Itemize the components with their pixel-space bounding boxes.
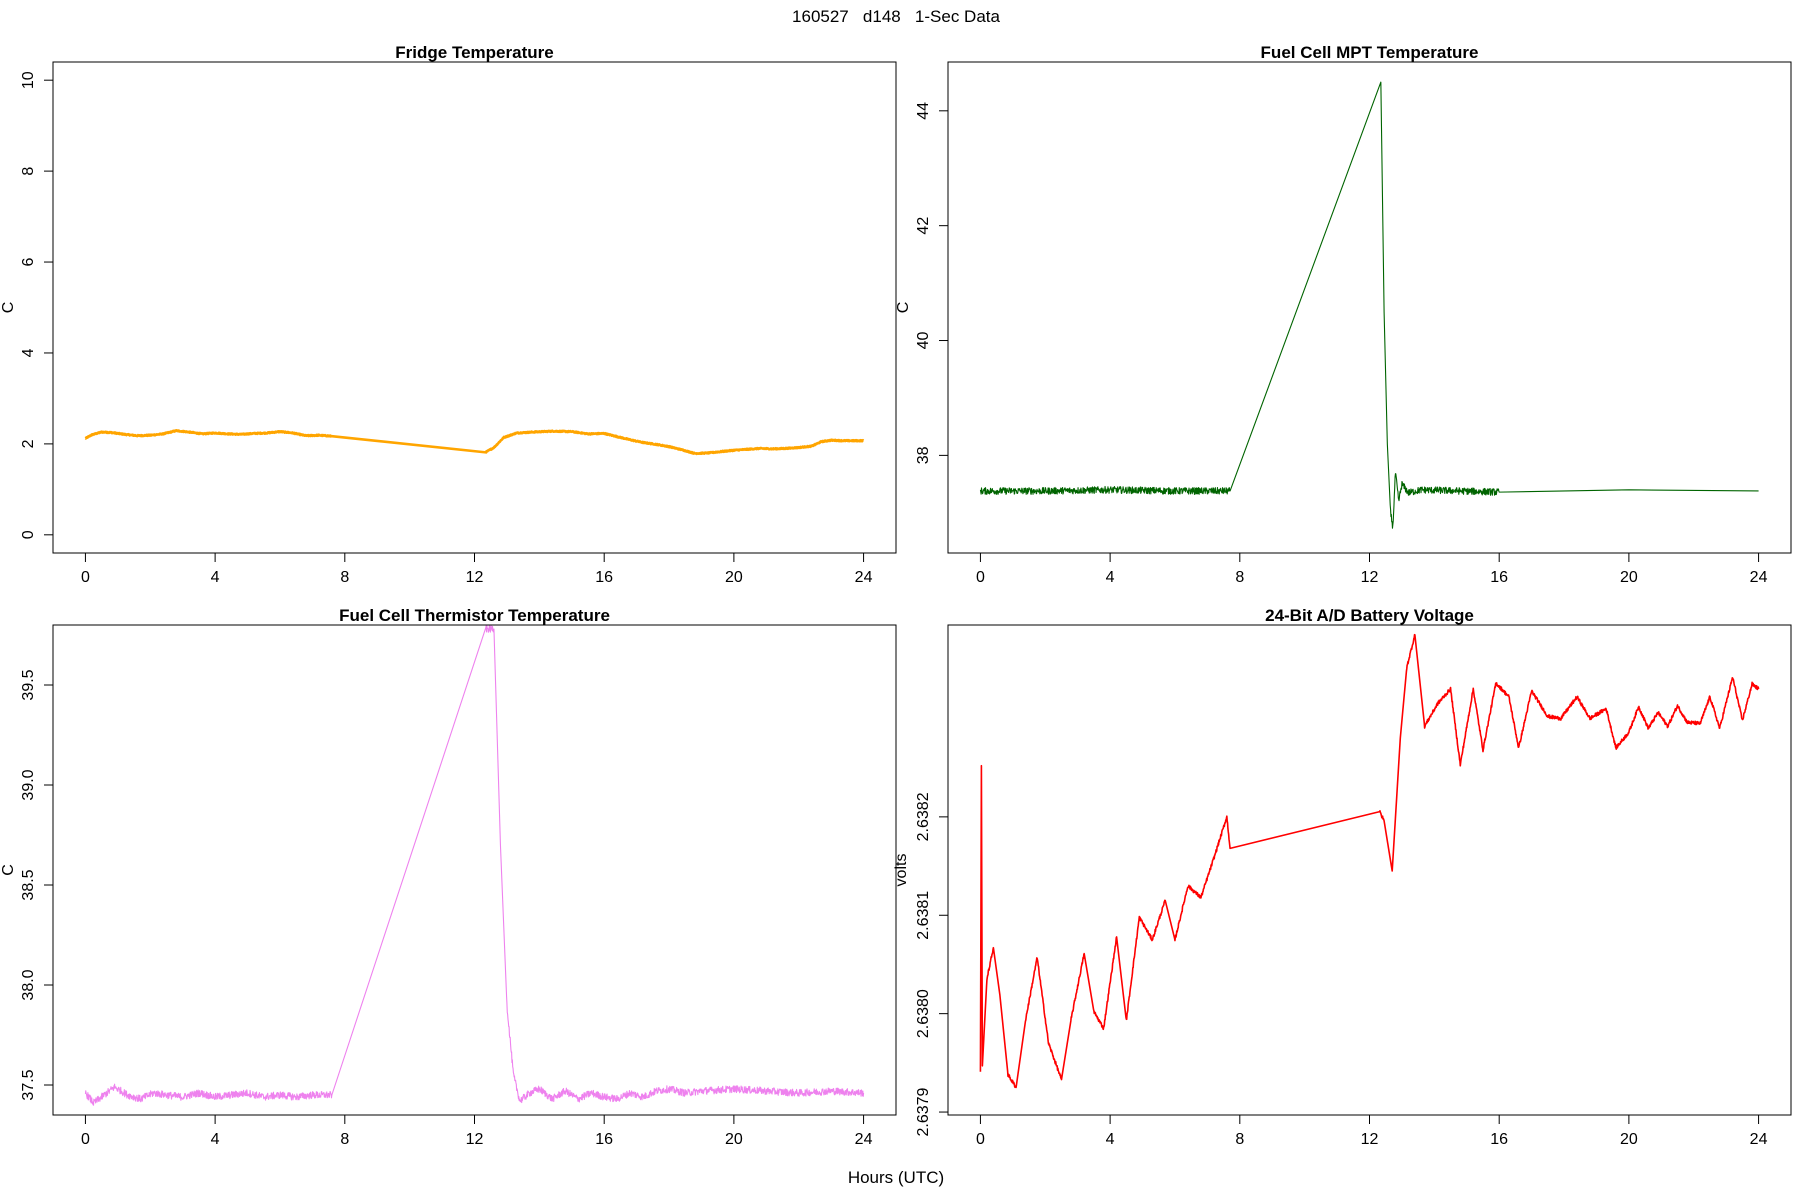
thermistor-temperature-x-tick-label: 12: [466, 1131, 484, 1148]
thermistor-temperature-series-line: [84, 625, 865, 1106]
fridge-temperature-y-label: C: [0, 302, 17, 314]
fridge-temperature-y-tick-label: 2: [20, 439, 37, 448]
fridge-temperature-y-tick-label: 6: [20, 257, 37, 266]
battery-voltage-x-tick-label: 24: [1750, 1131, 1768, 1148]
battery-voltage-x-tick-label: 4: [1106, 1131, 1115, 1148]
mpt-temperature-y-tick-label: 44: [915, 102, 932, 120]
thermistor-temperature-y-tick-label: 37.5: [20, 1069, 37, 1100]
thermistor-temperature-x-tick-label: 4: [211, 1131, 220, 1148]
fridge-temperature-series-line: [84, 429, 865, 456]
battery-voltage-y-tick-label: 2.6381: [915, 891, 932, 940]
fridge-temperature-x-tick-label: 20: [725, 569, 743, 586]
mpt-temperature-chart: Fuel Cell MPT Temperature 0 4 8 12 16 20 24 38 40…: [895, 43, 1792, 586]
mpt-temperature-plot-frame: [947, 61, 1792, 554]
battery-voltage-chart: 24-Bit A/D Battery Voltage 0 4 8 12 16 20 24 2.6…: [893, 606, 1792, 1148]
mpt-temperature-x-tick-label: 24: [1750, 569, 1768, 586]
fridge-temperature-title: Fridge Temperature: [395, 43, 553, 62]
battery-voltage-y-label: volts: [893, 854, 910, 887]
mpt-temperature-x-tick-label: 20: [1620, 569, 1638, 586]
mpt-temperature-x-tick-label: 16: [1490, 569, 1508, 586]
fridge-temperature-x-tick-label: 24: [855, 569, 873, 586]
thermistor-temperature-chart: Fuel Cell Thermistor Temperature 0 4 8 12 16 2…: [0, 606, 897, 1148]
battery-voltage-plot-frame: [947, 624, 1792, 1116]
thermistor-temperature-x-tick-label: 16: [595, 1131, 613, 1148]
mpt-temperature-x-tick-label: 12: [1361, 569, 1379, 586]
mpt-temperature-title: Fuel Cell MPT Temperature: [1261, 43, 1479, 62]
thermistor-temperature-y-tick-label: 38.0: [20, 969, 37, 1000]
fridge-temperature-plot-frame: [52, 61, 897, 554]
fridge-temperature-x-tick-label: 0: [81, 569, 90, 586]
thermistor-temperature-title: Fuel Cell Thermistor Temperature: [339, 606, 610, 625]
battery-voltage-title: 24-Bit A/D Battery Voltage: [1265, 606, 1474, 625]
fridge-temperature-y-tick-label: 10: [20, 71, 37, 89]
mpt-temperature-y-tick-label: 42: [915, 217, 932, 235]
thermistor-temperature-x-tick-label: 24: [855, 1131, 873, 1148]
thermistor-temperature-y-tick-label: 39.5: [20, 669, 37, 700]
mpt-temperature-y-label: C: [895, 302, 912, 314]
thermistor-temperature-x-tick-label: 8: [340, 1131, 349, 1148]
fridge-temperature-x-tick-label: 4: [211, 569, 220, 586]
fridge-temperature-y-tick-label: 0: [20, 530, 37, 539]
mpt-temperature-y-tick-label: 38: [915, 446, 932, 464]
fridge-temperature-y-tick-label: 4: [20, 348, 37, 357]
fridge-temperature-x-tick-label: 8: [340, 569, 349, 586]
battery-voltage-x-tick-label: 0: [976, 1131, 985, 1148]
thermistor-temperature-x-tick-label: 0: [81, 1131, 90, 1148]
figure-suptitle: 160527 d148 1-Sec Data: [792, 7, 1000, 26]
battery-voltage-y-tick-label: 2.6379: [915, 1087, 932, 1136]
mpt-temperature-x-tick-label: 8: [1235, 569, 1244, 586]
thermistor-temperature-y-label: C: [0, 864, 17, 876]
battery-voltage-y-tick-label: 2.6380: [915, 989, 932, 1038]
thermistor-temperature-x-tick-label: 20: [725, 1131, 743, 1148]
thermistor-temperature-plot-frame: [52, 624, 897, 1116]
battery-voltage-x-tick-label: 12: [1361, 1131, 1379, 1148]
battery-voltage-series-line: [979, 633, 1760, 1089]
battery-voltage-x-tick-label: 20: [1620, 1131, 1638, 1148]
battery-voltage-y-tick-label: 2.6382: [915, 792, 932, 841]
figure-xlabel: Hours (UTC): [848, 1168, 944, 1187]
thermistor-temperature-y-tick-label: 38.5: [20, 869, 37, 900]
mpt-temperature-x-tick-label: 0: [976, 569, 985, 586]
mpt-temperature-y-tick-label: 40: [915, 332, 932, 350]
battery-voltage-x-tick-label: 16: [1490, 1131, 1508, 1148]
battery-voltage-x-tick-label: 8: [1235, 1131, 1244, 1148]
thermistor-temperature-y-tick-label: 39.0: [20, 769, 37, 800]
mpt-temperature-series-line: [979, 81, 1759, 529]
fridge-temperature-x-tick-label: 12: [466, 569, 484, 586]
fridge-temperature-x-tick-label: 16: [595, 569, 613, 586]
mpt-temperature-x-tick-label: 4: [1106, 569, 1115, 586]
fridge-temperature-y-tick-label: 8: [20, 167, 37, 176]
